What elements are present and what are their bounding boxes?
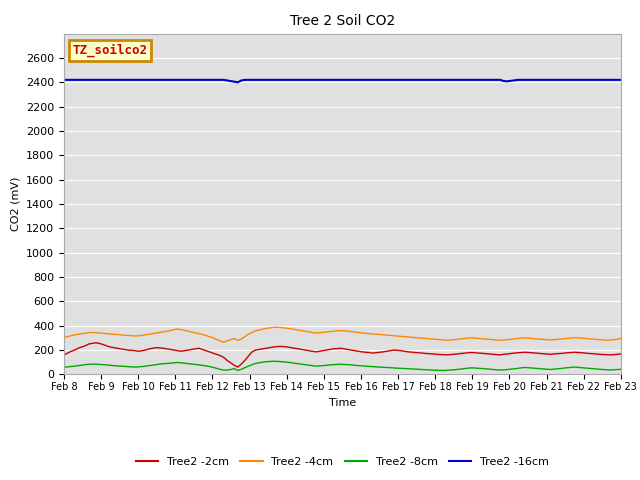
X-axis label: Time: Time	[329, 397, 356, 408]
Legend: Tree2 -2cm, Tree2 -4cm, Tree2 -8cm, Tree2 -16cm: Tree2 -2cm, Tree2 -4cm, Tree2 -8cm, Tree…	[132, 452, 553, 471]
Text: TZ_soilco2: TZ_soilco2	[72, 44, 147, 57]
Title: Tree 2 Soil CO2: Tree 2 Soil CO2	[290, 14, 395, 28]
Y-axis label: CO2 (mV): CO2 (mV)	[10, 177, 20, 231]
